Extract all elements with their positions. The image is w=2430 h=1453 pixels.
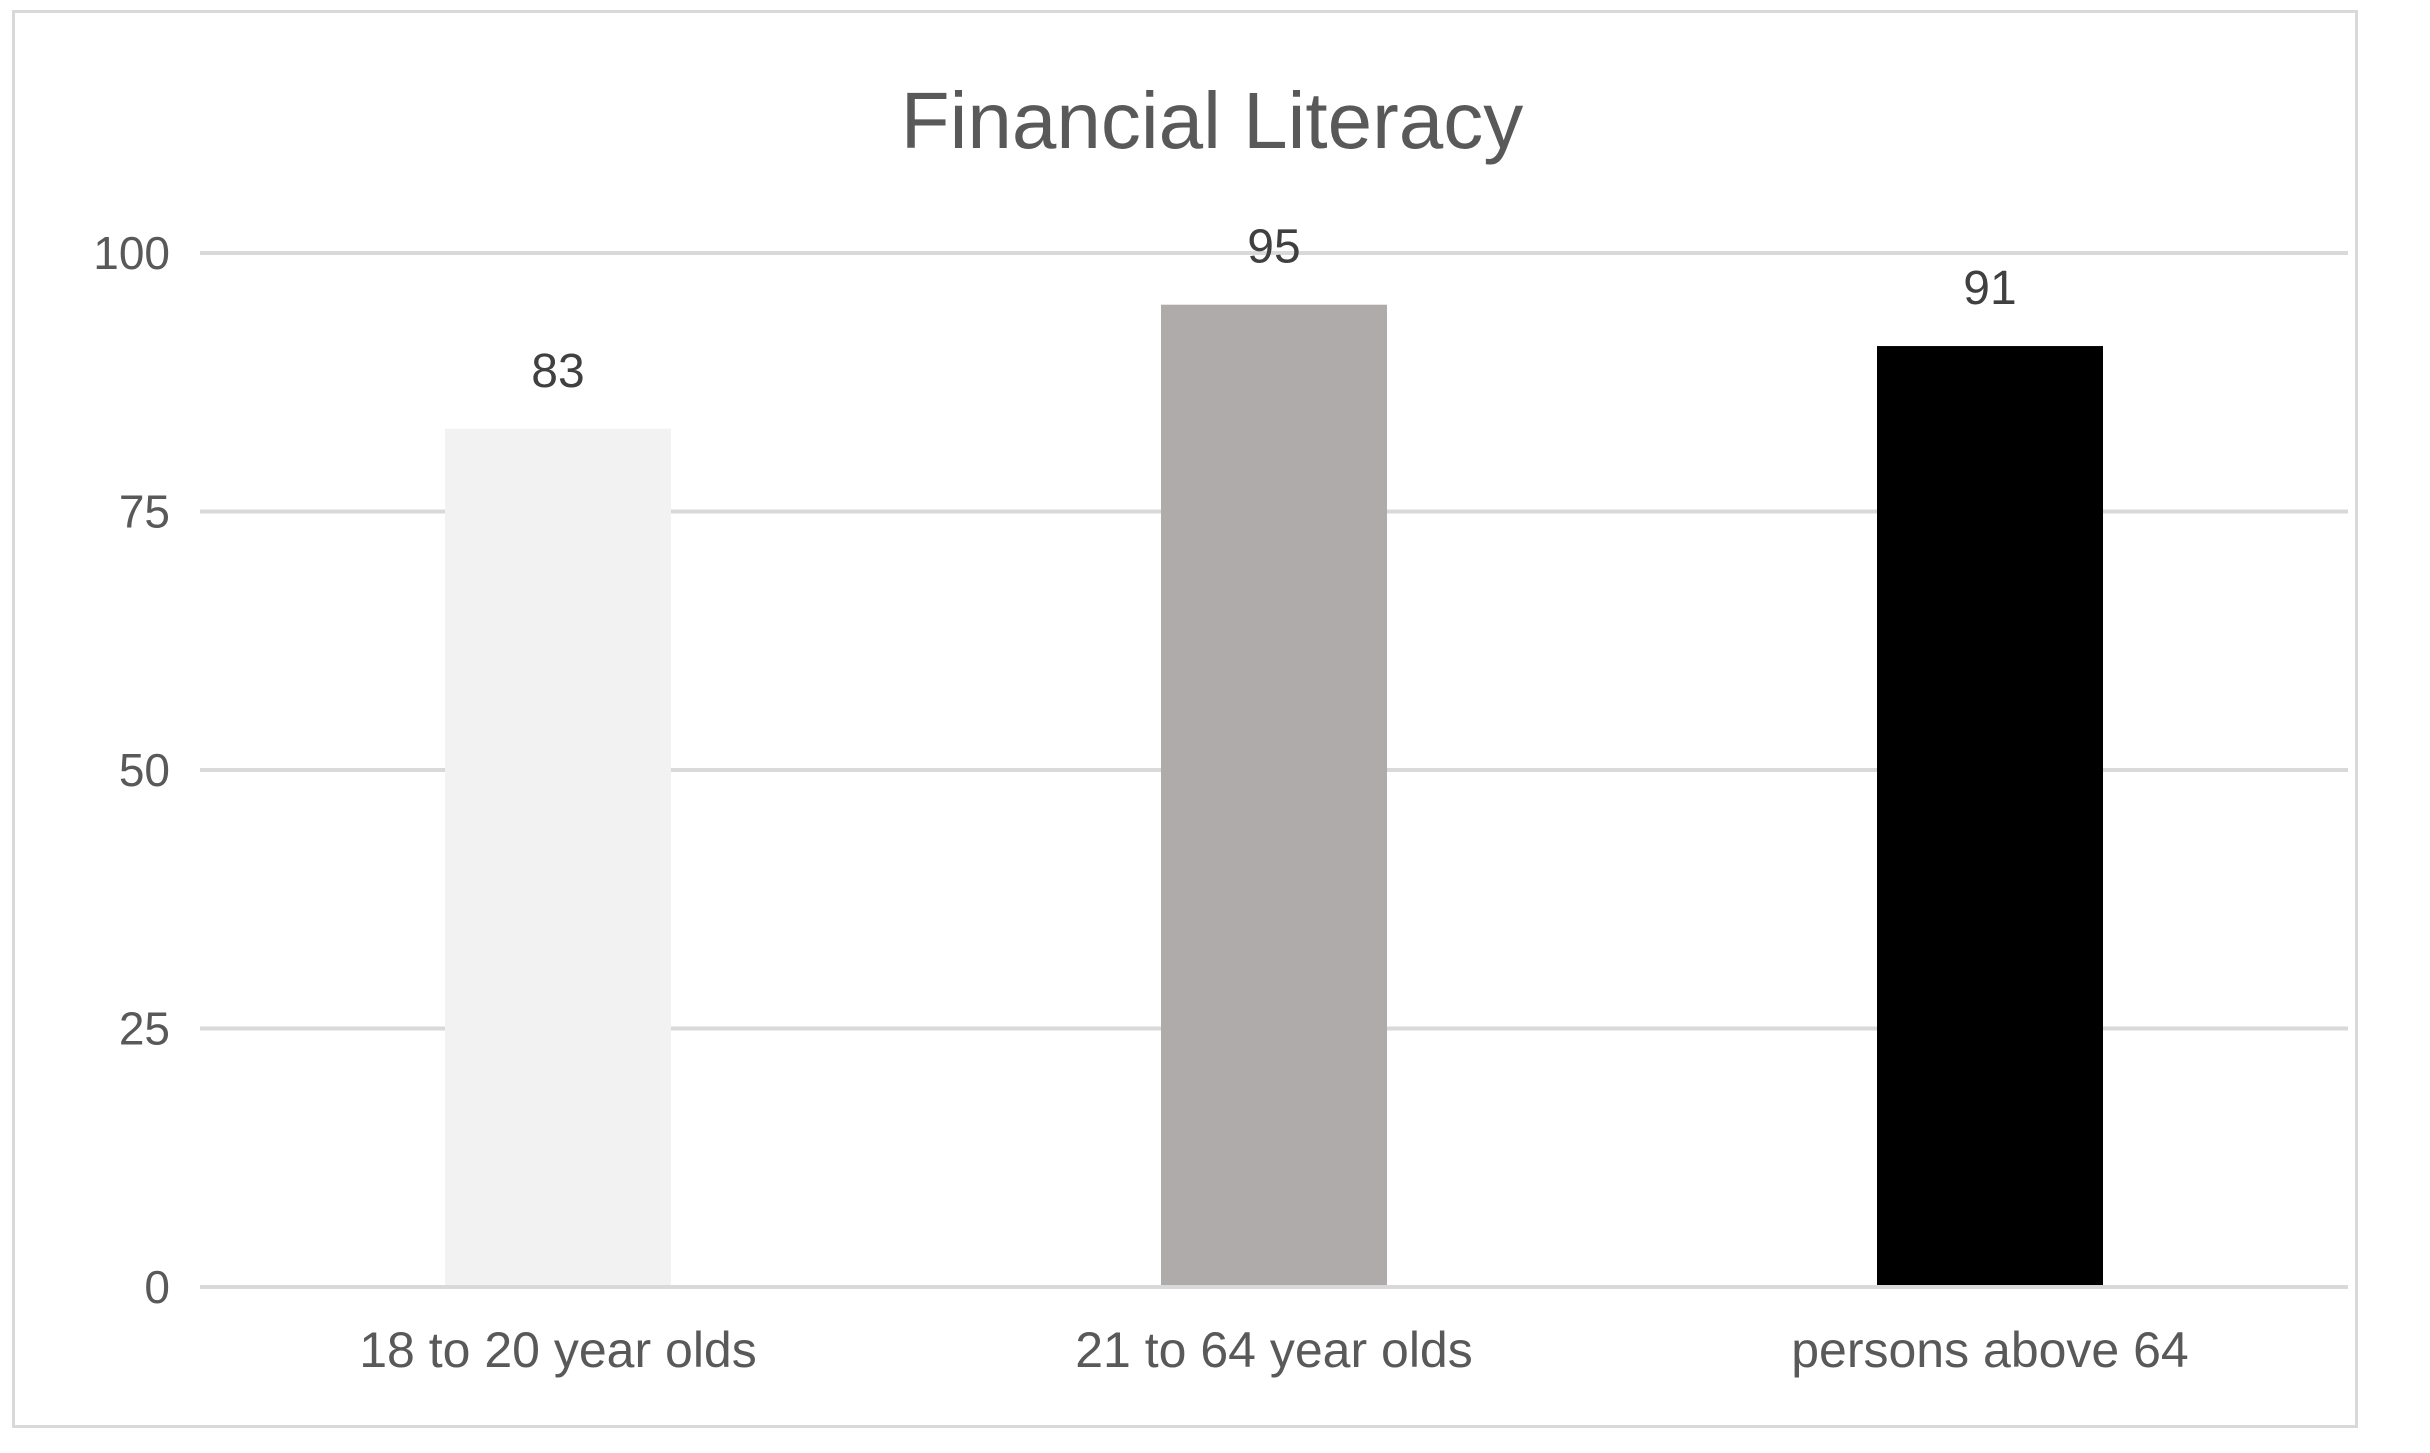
x-axis-categories: 18 to 20 year olds 21 to 64 year olds pers… <box>359 1322 2189 1378</box>
y-tick-label: 75 <box>119 486 170 538</box>
y-tick-label: 50 <box>119 744 170 796</box>
y-tick-label: 0 <box>144 1261 170 1313</box>
bar <box>1877 346 2103 1285</box>
x-category-label: 18 to 20 year olds <box>359 1322 757 1378</box>
y-tick-label: 25 <box>119 1003 170 1055</box>
chart-title: Financial Literacy <box>901 76 1524 165</box>
data-label: 91 <box>1963 262 2016 315</box>
bar <box>445 428 671 1285</box>
data-label: 95 <box>1247 221 1300 274</box>
data-labels: 83 95 91 <box>531 221 2016 398</box>
y-tick-label: 100 <box>93 227 170 279</box>
x-category-label: persons above 64 <box>1791 1322 2189 1378</box>
bars <box>445 304 2103 1285</box>
data-label: 83 <box>531 345 584 398</box>
x-category-label: 21 to 64 year olds <box>1075 1322 1473 1378</box>
y-axis-ticks: 0 25 50 75 100 <box>93 227 170 1313</box>
bar <box>1161 304 1387 1285</box>
